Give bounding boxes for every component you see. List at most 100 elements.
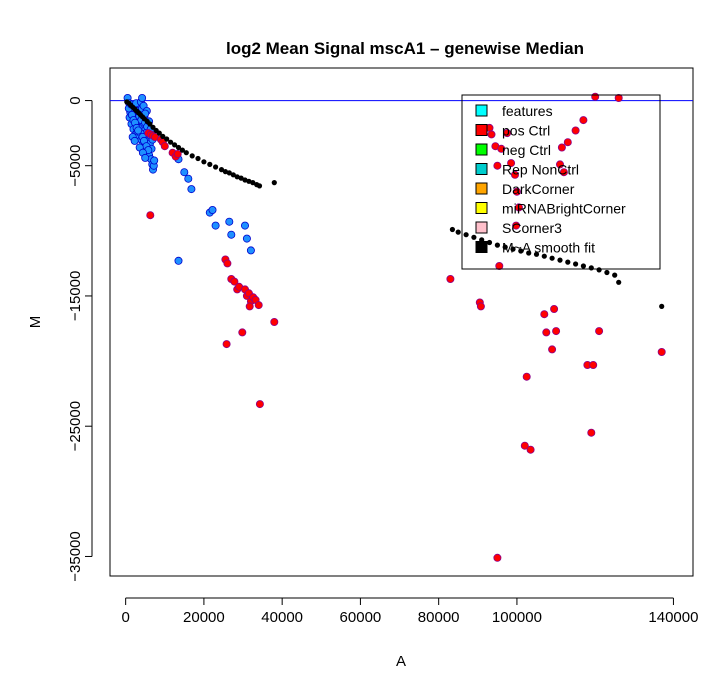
- data-point: [514, 203, 523, 212]
- legend-label: miRNABrightCorner: [502, 201, 626, 217]
- data-point: [612, 272, 618, 278]
- data-point: [520, 441, 529, 450]
- data-point: [614, 94, 623, 103]
- data-point: [270, 317, 279, 326]
- data-point: [494, 242, 500, 248]
- x-axis: 0 20000 40000 60000 80000 100000 140000: [121, 597, 698, 626]
- data-point: [256, 183, 263, 189]
- data-point: [240, 221, 249, 230]
- data-point: [542, 328, 551, 337]
- y-tick-label: −35000: [67, 531, 84, 581]
- data-point: [255, 400, 264, 409]
- data-point: [160, 133, 166, 139]
- data-point: [184, 174, 193, 183]
- data-point: [541, 253, 547, 259]
- x-tick-label: 0: [121, 609, 129, 626]
- x-tick-label: 80000: [418, 609, 460, 626]
- data-point: [164, 136, 170, 142]
- data-point: [449, 226, 455, 233]
- data-point: [195, 155, 201, 162]
- legend-label: SCorner3: [502, 220, 562, 236]
- data-point: [471, 234, 477, 240]
- data-point: [172, 142, 178, 148]
- data-point: [179, 147, 185, 153]
- legend-label: neg Ctrl: [502, 142, 551, 158]
- data-point: [230, 277, 239, 286]
- data-point: [225, 217, 234, 226]
- data-point: [189, 153, 195, 159]
- legend-swatch: [475, 202, 488, 214]
- data-point: [493, 553, 502, 562]
- data-point: [533, 251, 540, 257]
- legend-swatch: [475, 124, 488, 136]
- data-point: [526, 250, 532, 256]
- data-point: [497, 144, 506, 153]
- data-point: [476, 302, 485, 311]
- data-point: [549, 255, 555, 261]
- data-point: [242, 234, 251, 243]
- chart-title: log2 Mean Signal mscA1 – genewise Median: [226, 39, 584, 58]
- data-point: [130, 136, 139, 145]
- legend-label: Rep NonCtrl: [502, 162, 579, 178]
- data-point: [160, 142, 169, 151]
- data-point: [557, 257, 563, 263]
- data-point: [150, 156, 159, 165]
- data-points: [123, 92, 666, 562]
- data-point: [223, 259, 232, 268]
- data-point: [596, 267, 602, 273]
- x-tick-label: 100000: [492, 609, 542, 626]
- data-point: [174, 256, 183, 265]
- data-point: [463, 232, 469, 238]
- data-point: [526, 445, 535, 454]
- data-point: [201, 159, 207, 165]
- data-point: [180, 168, 189, 177]
- data-point: [222, 169, 228, 175]
- data-point: [616, 279, 622, 285]
- y-tick-label: −15000: [67, 271, 84, 321]
- y-axis: 0 −5000 −15000 −25000 −35000: [67, 96, 93, 582]
- data-point: [487, 130, 496, 139]
- data-point: [246, 246, 255, 255]
- x-axis-title: A: [396, 653, 406, 670]
- legend: features pos Ctrl neg Ctrl Rep NonCtrl DarkC…: [461, 94, 661, 270]
- legend-swatch: [475, 143, 488, 156]
- legend-swatch: [475, 221, 488, 234]
- data-point: [595, 327, 604, 336]
- data-point: [245, 302, 254, 311]
- data-point: [540, 310, 549, 319]
- legend-swatch: [475, 241, 488, 253]
- x-tick-label: 40000: [261, 609, 303, 626]
- data-point: [507, 159, 516, 168]
- data-point: [238, 328, 247, 337]
- x-tick-label: 20000: [183, 609, 225, 626]
- data-point: [510, 246, 516, 252]
- data-point: [591, 92, 600, 101]
- data-point: [604, 269, 610, 276]
- data-point: [565, 259, 571, 265]
- data-point: [134, 126, 143, 135]
- data-point: [147, 121, 153, 127]
- data-point: [563, 138, 572, 147]
- data-point: [579, 116, 588, 125]
- data-point: [173, 149, 182, 158]
- legend-label: M~A smooth fit: [502, 240, 595, 256]
- data-point: [211, 221, 220, 230]
- legend-label: features: [502, 103, 553, 119]
- data-point: [659, 303, 665, 309]
- data-point: [503, 129, 512, 138]
- legend-box: [461, 94, 661, 270]
- data-point: [208, 205, 217, 214]
- data-point: [573, 261, 579, 267]
- data-point: [552, 327, 561, 336]
- data-point: [589, 360, 598, 369]
- data-point: [234, 174, 240, 180]
- legend-label: DarkCorner: [502, 181, 575, 197]
- data-point: [446, 274, 455, 283]
- data-point: [175, 144, 182, 151]
- data-point: [183, 150, 189, 156]
- data-point: [141, 153, 150, 162]
- legend-swatch: [475, 104, 488, 117]
- data-point: [254, 301, 263, 310]
- data-point: [559, 168, 568, 177]
- data-point: [168, 139, 174, 145]
